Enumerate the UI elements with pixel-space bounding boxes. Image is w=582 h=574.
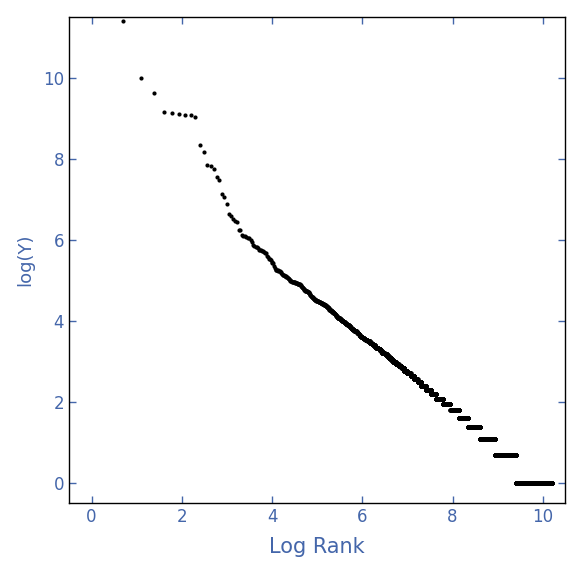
Y-axis label: log(Y): log(Y) (17, 234, 35, 286)
X-axis label: Log Rank: Log Rank (269, 537, 365, 557)
